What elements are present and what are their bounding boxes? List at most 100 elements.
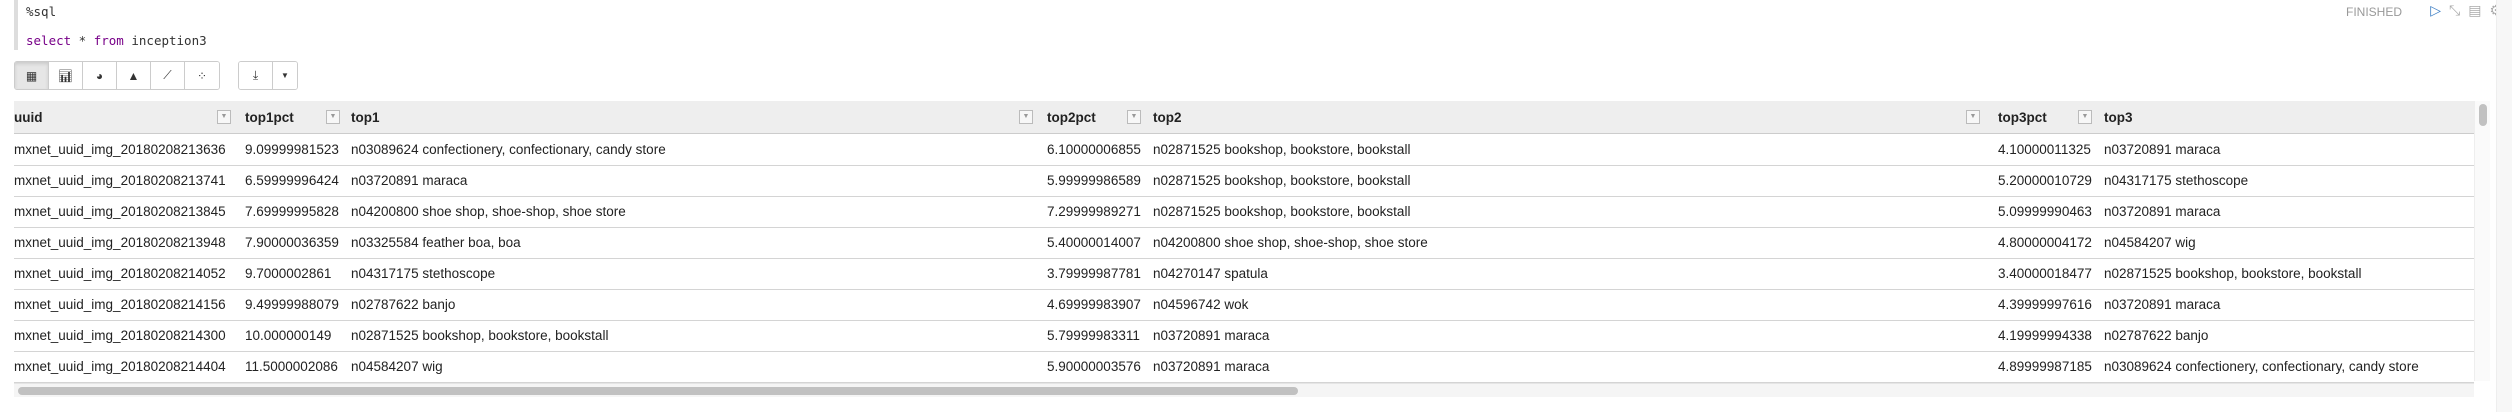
column-filter-icon[interactable]: ▼ [217,110,231,124]
view-buttons: ▦ 📊︎ ◕ ▲ ⟋ ⁘ [14,61,220,90]
column-filter-icon[interactable]: ▼ [326,110,340,124]
line-chart-button[interactable]: ⟋ [151,62,185,89]
column-header-uuid[interactable]: uuid [14,110,43,125]
scatter-chart-icon: ⁘ [196,68,208,83]
cell-top3pct: 4.89999987185 [1998,359,2092,374]
cell-top2: n03720891 maraca [1153,328,1270,343]
page-scrollbar[interactable] [2496,0,2512,412]
table-row[interactable]: mxnet_uuid_img_20180208213636 9.099999815… [14,135,2474,166]
cell-top2pct: 5.40000014007 [1047,235,1141,250]
cell-top1: n02787622 banjo [351,297,456,312]
vertical-scrollbar[interactable] [2474,101,2490,381]
cell-uuid: mxnet_uuid_img_20180208214156 [14,297,226,312]
cell-top2: n03720891 maraca [1153,359,1270,374]
cell-top1: n04317175 stethoscope [351,266,496,281]
download-dropdown-button[interactable]: ▼ [273,62,297,89]
cell-top3: n04317175 stethoscope [2104,173,2249,188]
scatter-chart-button[interactable]: ⁘ [185,62,219,89]
cell-uuid: mxnet_uuid_img_20180208213845 [14,204,226,219]
area-chart-icon: ▲ [127,68,140,83]
play-icon[interactable]: ▷ [2430,2,2441,18]
horizontal-scroll-thumb[interactable] [18,387,1298,395]
table-row[interactable]: mxnet_uuid_img_20180208214300 10.00000014… [14,321,2474,352]
code-editor[interactable]: %sql select * from inception3 [14,0,207,50]
cell-top1pct: 9.49999988079 [245,297,339,312]
cell-top1: n03720891 maraca [351,173,468,188]
cell-top1pct: 9.7000002861 [245,266,332,281]
cell-uuid: mxnet_uuid_img_20180208214300 [14,328,226,343]
vertical-scroll-thumb[interactable] [2479,104,2487,126]
bar-chart-button[interactable]: 📊︎ [49,62,83,89]
cell-top3: n04584207 wig [2104,235,2196,250]
interpreter-line: %sql [26,4,57,19]
cell-top1: n03089624 confectionery, confectionary, … [351,142,666,157]
cell-top2pct: 6.10000006855 [1047,142,1141,157]
cell-uuid: mxnet_uuid_img_20180208213948 [14,235,226,250]
cell-top2: n04596742 wok [1153,297,1249,312]
cell-top3pct: 4.39999997616 [1998,297,2092,312]
column-header-top2[interactable]: top2 [1153,110,1182,125]
table-view-button[interactable]: ▦ [15,62,49,89]
cell-top1pct: 11.5000002086 [245,359,338,374]
table-row[interactable]: mxnet_uuid_img_20180208214052 9.700000286… [14,259,2474,290]
cell-top1pct: 10.000000149 [245,328,332,343]
column-filter-icon[interactable]: ▼ [2078,110,2092,124]
area-chart-button[interactable]: ▲ [117,62,151,89]
column-header-top2pct[interactable]: top2pct [1047,110,1096,125]
column-header-top1pct[interactable]: top1pct [245,110,294,125]
cell-top1: n02871525 bookshop, bookstore, bookstall [351,328,609,343]
download-button[interactable]: ⤓ [239,62,273,89]
keyword-from: from [93,33,124,48]
cell-top2: n02871525 bookshop, bookstore, bookstall [1153,142,1411,157]
column-filter-icon[interactable]: ▼ [1019,110,1033,124]
horizontal-scrollbar[interactable] [14,383,2474,397]
cell-top2pct: 5.79999983311 [1047,328,1140,343]
cell-top2pct: 3.79999987781 [1047,266,1141,281]
cell-top3pct: 4.19999994338 [1998,328,2092,343]
cell-top3: n02871525 bookshop, bookstore, bookstall [2104,266,2362,281]
query-star: * [71,33,94,48]
paragraph-controls: ▷ ⤡ ▤ ⚙ [2430,2,2502,19]
cell-top3: n03720891 maraca [2104,204,2221,219]
collapse-icon[interactable]: ⤡ [2449,2,2461,18]
cell-top1pct: 9.09999981523 [245,142,339,157]
cell-top2: n04270147 spatula [1153,266,1268,281]
cell-top1: n03325584 feather boa, boa [351,235,521,250]
table-row[interactable]: mxnet_uuid_img_20180208213845 7.699999958… [14,197,2474,228]
cell-top2pct: 4.69999983907 [1047,297,1141,312]
table-row[interactable]: mxnet_uuid_img_20180208214404 11.50000020… [14,352,2474,383]
cell-top3pct: 4.80000004172 [1998,235,2092,250]
table-icon: ▦ [25,68,38,83]
pie-chart-icon: ◕ [95,68,104,83]
cell-uuid: mxnet_uuid_img_20180208213636 [14,142,226,157]
cell-top3pct: 5.09999990463 [1998,204,2092,219]
download-icon: ⤓ [252,68,259,82]
line-chart-icon: ⟋ [163,68,172,82]
cell-top1: n04584207 wig [351,359,443,374]
table-row[interactable]: mxnet_uuid_img_20180208214156 9.499999880… [14,290,2474,321]
cell-top3: n03720891 maraca [2104,142,2221,157]
table-row[interactable]: mxnet_uuid_img_20180208213741 6.599999964… [14,166,2474,197]
table-header: uuid ▼ top1pct ▼ top1 ▼ top2pct ▼ top2 ▼ top3pct ▼ t… [14,101,2474,134]
cell-top2: n02871525 bookshop, bookstore, bookstall [1153,204,1411,219]
column-header-top3[interactable]: top3 [2104,110,2133,125]
cell-top1pct: 7.90000036359 [245,235,339,250]
cell-top1pct: 7.69999995828 [245,204,339,219]
cell-top2: n02871525 bookshop, bookstore, bookstall [1153,173,1411,188]
cell-top3pct: 3.40000018477 [1998,266,2092,281]
results-table: uuid ▼ top1pct ▼ top1 ▼ top2pct ▼ top2 ▼ top3pct ▼ t… [14,101,2474,383]
status-label: FINISHED [2345,5,2402,19]
cell-top3: n02787622 banjo [2104,328,2209,343]
cell-top2pct: 7.29999989271 [1047,204,1141,219]
column-header-top3pct[interactable]: top3pct [1998,110,2047,125]
book-icon[interactable]: ▤ [2468,2,2482,18]
column-header-top1[interactable]: top1 [351,110,380,125]
cell-top3: n03720891 maraca [2104,297,2221,312]
table-row[interactable]: mxnet_uuid_img_20180208213948 7.900000363… [14,228,2474,259]
cell-top2pct: 5.90000003576 [1047,359,1141,374]
cell-top3pct: 5.20000010729 [1998,173,2092,188]
pie-chart-button[interactable]: ◕ [83,62,117,89]
bar-chart-icon: 📊︎ [57,68,74,83]
column-filter-icon[interactable]: ▼ [1966,110,1980,124]
column-filter-icon[interactable]: ▼ [1127,110,1141,124]
